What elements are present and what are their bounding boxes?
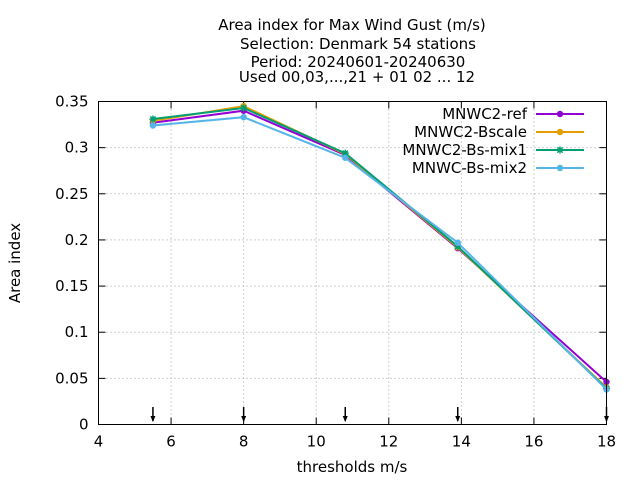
threshold-arrow-head <box>241 416 247 422</box>
x-tick-label: 8 <box>239 433 249 451</box>
threshold-arrow <box>150 407 156 422</box>
series-4 <box>149 113 610 393</box>
legend-entry: MNWC2-Bs-mix1 <box>402 141 584 159</box>
threshold-arrow-head <box>455 416 461 422</box>
legend-label: MNWC2-Bscale <box>414 123 527 141</box>
legend-label: MNWC2-Bs-mix1 <box>402 141 527 159</box>
title-line-2: Selection: Denmark 54 stations <box>240 35 476 53</box>
threshold-arrow-head <box>150 416 156 422</box>
legend: MNWC2-refMNWC2-BscaleMNWC2-Bs-mix1MNWC-B… <box>402 105 584 177</box>
series-line <box>152 109 608 383</box>
series-layer <box>149 102 610 393</box>
tick-layer: 0 0.05 0.1 0.15 0.2 0.25 0.3 0.35 4 6 8 10 12 14 16 18 <box>55 93 616 451</box>
y-tick-label: 0.15 <box>55 277 88 295</box>
y-tick-label: 0.05 <box>55 369 88 387</box>
legend-label: MNWC2-ref <box>442 105 527 123</box>
data-point <box>454 239 461 246</box>
data-point <box>342 154 349 161</box>
title-line-3: Period: 20240601-20240630 <box>251 53 466 71</box>
y-tick-label: 0.3 <box>65 139 89 157</box>
legend-marker-d2 <box>556 146 564 154</box>
data-point-d2 <box>149 115 157 123</box>
title-line-1: Area index for Max Wind Gust (m/s) <box>218 16 486 34</box>
y-tick-label: 0.2 <box>65 231 89 249</box>
data-point <box>240 113 247 121</box>
grid-layer <box>98 101 607 425</box>
legend-entry: MNWC2-Bscale <box>414 123 584 141</box>
x-tick-label: 4 <box>94 433 104 451</box>
data-point <box>149 115 157 123</box>
y-tick-label: 0.35 <box>55 93 88 111</box>
y-tick-label: 0.1 <box>65 323 89 341</box>
y-tick-label: 0.25 <box>55 185 88 203</box>
threshold-arrow-head <box>342 416 348 422</box>
series-line <box>152 105 608 389</box>
series-2 <box>149 102 610 391</box>
data-point-d2 <box>342 150 349 157</box>
chart-title: Area index for Max Wind Gust (m/s) Selec… <box>218 16 486 86</box>
legend-entry: MNWC-Bs-mix2 <box>412 159 584 177</box>
plot-frame <box>98 101 607 425</box>
x-tick-label: 14 <box>452 433 471 451</box>
legend-marker <box>556 146 564 154</box>
x-tick-label: 6 <box>166 433 176 451</box>
data-point-d2 <box>240 104 247 112</box>
threshold-arrows <box>150 407 609 422</box>
data-point <box>149 122 157 129</box>
legend-label: MNWC-Bs-mix2 <box>412 159 527 177</box>
legend-marker <box>556 128 564 136</box>
data-point <box>240 104 248 112</box>
legend-marker <box>556 110 564 118</box>
threshold-arrow <box>455 407 461 422</box>
title-line-4: Used 00,03,...,21 + 01 02 ... 12 <box>239 68 475 86</box>
legend-marker <box>556 164 564 172</box>
y-tick-label: 0 <box>79 416 89 434</box>
legend-entry: MNWC2-ref <box>442 105 584 123</box>
y-axis-label: Area index <box>6 223 24 303</box>
x-tick-label: 18 <box>597 433 616 451</box>
series-line <box>152 116 608 391</box>
x-axis-label: thresholds m/s <box>297 458 408 476</box>
threshold-arrow <box>342 407 348 422</box>
x-tick-label: 10 <box>307 433 326 451</box>
x-tick-label: 12 <box>379 433 398 451</box>
threshold-arrow <box>241 407 247 422</box>
x-tick-label: 16 <box>524 433 543 451</box>
